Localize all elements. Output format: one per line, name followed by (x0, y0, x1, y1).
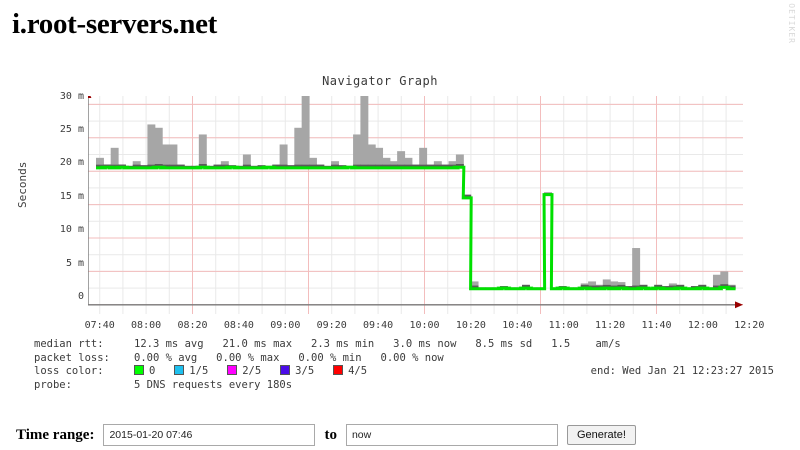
x-tick: 10:00 (409, 320, 440, 331)
x-axis-ticks: 07:40 08:00 08:20 08:40 09:00 09:20 09:4… (84, 320, 768, 336)
time-range-to-input[interactable] (345, 424, 558, 446)
median-rtt-row: median rtt: 12.3 ms avg 21.0 ms max 2.3 m… (34, 338, 774, 352)
x-tick: 10:40 (502, 320, 533, 331)
y-tick: 20 m (59, 157, 84, 168)
graph-statistics: median rtt: 12.3 ms avg 21.0 ms max 2.3 m… (34, 338, 774, 392)
loss-color-swatch-label: 1/5 (189, 365, 228, 377)
loss-color-swatch (333, 365, 344, 375)
loss-color-row: loss color: 0 1/5 2/5 3/5 4/5 (34, 365, 774, 379)
loss-color-swatch (227, 365, 238, 375)
y-tick: 15 m (59, 191, 84, 202)
median-rtt-label: median rtt: (34, 338, 104, 350)
plot-svg (88, 96, 743, 314)
loss-color-swatch (280, 365, 291, 375)
x-tick: 10:20 (455, 320, 486, 331)
time-range-from-input[interactable] (103, 424, 316, 446)
end-timestamp: end: Wed Jan 21 12:23:27 2015 (590, 365, 774, 377)
x-tick: 12:20 (734, 320, 765, 331)
x-tick: 08:40 (223, 320, 254, 331)
packet-loss-values: 0.00 % avg 0.00 % max 0.00 % min 0.00 % … (134, 351, 444, 364)
plot-area (88, 96, 743, 314)
y-tick: 5 m (65, 258, 84, 269)
x-tick: 09:20 (316, 320, 347, 331)
loss-color-legend: 0 1/5 2/5 3/5 4/5 (134, 365, 367, 377)
x-tick: 11:00 (548, 320, 579, 331)
y-tick: 30 m (59, 91, 84, 102)
rrdtool-watermark: RRDTOOL / TOBI OETIKER (787, 0, 796, 66)
time-range-label: Time range: (16, 426, 95, 443)
generate-button[interactable]: Generate! (566, 425, 636, 445)
loss-color-swatch-label: 3/5 (295, 365, 334, 377)
x-tick: 09:40 (363, 320, 394, 331)
page-title: i.root-servers.net (12, 8, 218, 40)
loss-color-swatch-label: 4/5 (348, 365, 368, 377)
median-rtt-values: 12.3 ms avg 21.0 ms max 2.3 ms min 3.0 m… (134, 338, 621, 350)
navigator-graph: Navigator Graph RRDTOOL / TOBI OETIKER S… (0, 0, 800, 403)
loss-color-swatch (134, 365, 144, 375)
time-range-to-label: to (324, 426, 337, 443)
packet-loss-label: packet loss: (34, 351, 110, 364)
y-tick: 25 m (59, 124, 84, 135)
graph-title: Navigator Graph (322, 74, 438, 88)
y-axis-ticks: 30 m 25 m 20 m 15 m 10 m 5 m 0 (26, 91, 84, 314)
time-range-form: Time range: to Generate! (16, 424, 636, 446)
y-tick: 0 (77, 291, 84, 302)
x-tick: 12:00 (687, 320, 718, 331)
x-tick: 11:40 (641, 320, 672, 331)
probe-value: 5 DNS requests every 180s (134, 378, 293, 391)
probe-row: probe: 5 DNS requests every 180s (34, 379, 774, 393)
x-tick: 08:20 (177, 320, 208, 331)
median-rtt-line (96, 165, 736, 291)
loss-color-swatch-label: 0 (149, 365, 175, 377)
x-tick: 08:00 (131, 320, 162, 331)
x-tick: 09:00 (270, 320, 301, 331)
y-tick: 10 m (59, 224, 84, 235)
packet-loss-row: packet loss: 0.00 % avg 0.00 % max 0.00 %… (34, 352, 774, 366)
x-tick: 11:20 (595, 320, 626, 331)
loss-color-swatch-label: 2/5 (242, 365, 281, 377)
x-axis-arrow (735, 301, 743, 309)
probe-label: probe: (34, 378, 72, 391)
loss-color-swatch (174, 365, 185, 375)
loss-color-label: loss color: (34, 365, 104, 377)
major-gridlines (88, 96, 743, 314)
x-tick: 07:40 (84, 320, 115, 331)
rtt-spread-smoke (96, 96, 736, 289)
y-axis-arrow (88, 96, 92, 98)
